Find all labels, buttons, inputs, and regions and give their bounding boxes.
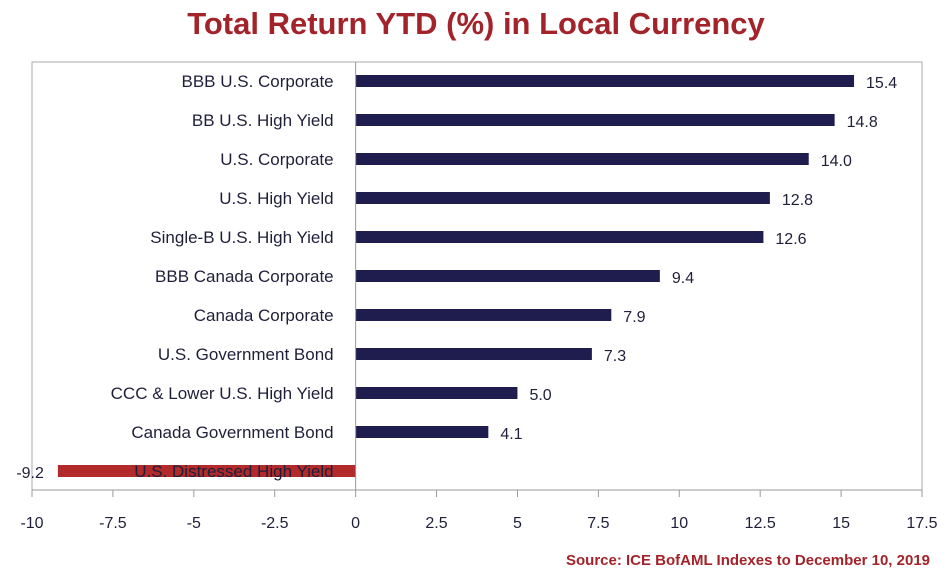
bar (355, 387, 518, 399)
category-label: Canada Corporate (194, 306, 334, 325)
bar (355, 192, 770, 204)
bar (355, 75, 855, 87)
category-label: CCC & Lower U.S. High Yield (111, 384, 334, 403)
x-tick-label: 15 (832, 515, 850, 532)
category-label: U.S. Distressed High Yield (134, 462, 333, 481)
x-axis: -10 -7.5 -5 -2.5 0 2.5 5 7.5 10 12.5 15 17.5 (20, 62, 938, 532)
value-label: 14.0 (821, 153, 852, 170)
chart-title: Total Return YTD (%) in Local Currency (187, 6, 765, 41)
x-tick-label: 0 (351, 515, 360, 532)
x-tick-label: 7.5 (587, 515, 609, 532)
category-label: BB U.S. High Yield (192, 111, 334, 130)
x-tick-label: -7.5 (99, 515, 127, 532)
x-tick-label: 17.5 (906, 515, 937, 532)
bar (355, 426, 489, 438)
x-tick-label: -5 (187, 515, 201, 532)
value-label: 12.6 (775, 231, 806, 248)
category-label: Single-B U.S. High Yield (150, 228, 333, 247)
category-label: U.S. Government Bond (158, 345, 334, 364)
x-tick-label: 10 (670, 515, 688, 532)
value-label: 4.1 (500, 426, 522, 443)
category-label: U.S. High Yield (219, 189, 333, 208)
x-tick-label: -10 (20, 515, 43, 532)
value-label: 7.3 (604, 348, 626, 365)
bars-group (57, 75, 855, 477)
bar (355, 231, 764, 243)
bar (355, 270, 660, 282)
bar (355, 348, 592, 360)
value-label: 7.9 (623, 309, 645, 326)
source-note: Source: ICE BofAML Indexes to December 1… (565, 552, 930, 569)
bar (355, 153, 809, 165)
value-label: -9.2 (16, 465, 44, 482)
category-label: U.S. Corporate (220, 150, 333, 169)
x-tick-label: -2.5 (261, 515, 289, 532)
bar (57, 465, 356, 477)
x-tick-label: 12.5 (745, 515, 776, 532)
x-tick-label: 2.5 (425, 515, 447, 532)
value-label: 9.4 (672, 270, 694, 287)
value-label: 14.8 (847, 114, 878, 131)
x-tick-label: 5 (513, 515, 522, 532)
value-label: 5.0 (529, 387, 551, 404)
bar (355, 114, 835, 126)
value-label: 12.8 (782, 192, 813, 209)
value-label: 15.4 (866, 75, 897, 92)
category-label: Canada Government Bond (131, 423, 333, 442)
bar (355, 309, 612, 321)
category-label: BBB U.S. Corporate (182, 72, 334, 91)
category-labels: 15.4 14.8 14.0 12.8 12.6 9.4 7.9 7.3 5.0 4.1 -9.2 B… (16, 72, 897, 482)
category-label: BBB Canada Corporate (155, 267, 334, 286)
